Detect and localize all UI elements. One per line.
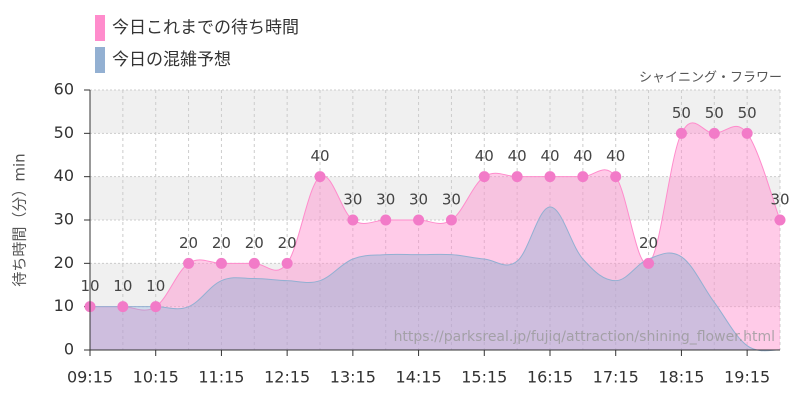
marker — [150, 301, 162, 313]
value-label: 10 — [146, 277, 165, 295]
marker — [183, 257, 195, 269]
value-label: 40 — [540, 147, 559, 165]
value-label: 40 — [475, 147, 494, 165]
marker — [643, 257, 655, 269]
value-label: 30 — [770, 191, 789, 209]
marker — [413, 214, 425, 226]
value-label: 40 — [508, 147, 527, 165]
value-label: 20 — [212, 234, 231, 252]
marker — [281, 257, 293, 269]
value-label: 20 — [179, 234, 198, 252]
value-label: 20 — [639, 234, 658, 252]
value-label: 30 — [343, 191, 362, 209]
y-tick-label: 30 — [54, 210, 74, 229]
value-label: 20 — [278, 234, 297, 252]
y-tick-label: 20 — [54, 253, 74, 272]
value-label: 50 — [672, 104, 691, 122]
area — [90, 122, 780, 350]
value-label: 50 — [738, 104, 757, 122]
value-label: 40 — [310, 147, 329, 165]
y-tick-label: 10 — [54, 296, 74, 315]
marker — [445, 214, 457, 226]
grid-band — [90, 90, 780, 134]
x-tick-label: 13:15 — [330, 368, 376, 387]
grid-band — [90, 263, 780, 307]
marker — [610, 171, 622, 183]
marker — [314, 171, 326, 183]
legend-swatch — [95, 47, 105, 73]
marker — [675, 127, 687, 139]
value-label: 50 — [705, 104, 724, 122]
y-tick-label: 50 — [54, 123, 74, 142]
x-tick-label: 14:15 — [396, 368, 442, 387]
marker — [511, 171, 523, 183]
value-label: 30 — [376, 191, 395, 209]
legend-swatch — [95, 15, 105, 41]
x-tick-label: 15:15 — [461, 368, 507, 387]
value-label: 40 — [606, 147, 625, 165]
marker — [248, 257, 260, 269]
marker — [544, 171, 556, 183]
y-tick-label: 40 — [54, 166, 74, 185]
watermark: https://parksreal.jp/fujiq/attraction/sh… — [394, 329, 775, 345]
x-tick-label: 16:15 — [527, 368, 573, 387]
marker — [478, 171, 490, 183]
value-label: 30 — [442, 191, 461, 209]
x-tick-label: 19:15 — [724, 368, 770, 387]
marker — [215, 257, 227, 269]
x-tick-label: 17:15 — [593, 368, 639, 387]
marker — [774, 214, 786, 226]
value-label: 30 — [409, 191, 428, 209]
marker — [380, 214, 392, 226]
marker — [117, 301, 129, 313]
chart-subtitle: シャイニング・フラワー — [639, 71, 782, 86]
x-tick-label: 11:15 — [198, 368, 244, 387]
x-tick-label: 09:15 — [67, 368, 113, 387]
x-tick-label: 12:15 — [264, 368, 310, 387]
legend-label: 今日の混雑予想 — [112, 50, 231, 70]
marker — [577, 171, 589, 183]
marker — [741, 127, 753, 139]
y-tick-label: 60 — [54, 80, 74, 99]
value-label: 40 — [573, 147, 592, 165]
y-tick-label: 0 — [64, 340, 74, 359]
legend-label: 今日これまでの待ち時間 — [112, 18, 299, 38]
value-label: 20 — [245, 234, 264, 252]
value-label: 10 — [113, 277, 132, 295]
y-axis-label: 待ち時間（分）min — [11, 153, 29, 286]
marker — [708, 127, 720, 139]
line — [89, 206, 781, 352]
area — [90, 206, 780, 351]
x-tick-label: 18:15 — [658, 368, 704, 387]
marker — [347, 214, 359, 226]
x-tick-label: 10:15 — [133, 368, 179, 387]
grid-band — [90, 176, 780, 220]
